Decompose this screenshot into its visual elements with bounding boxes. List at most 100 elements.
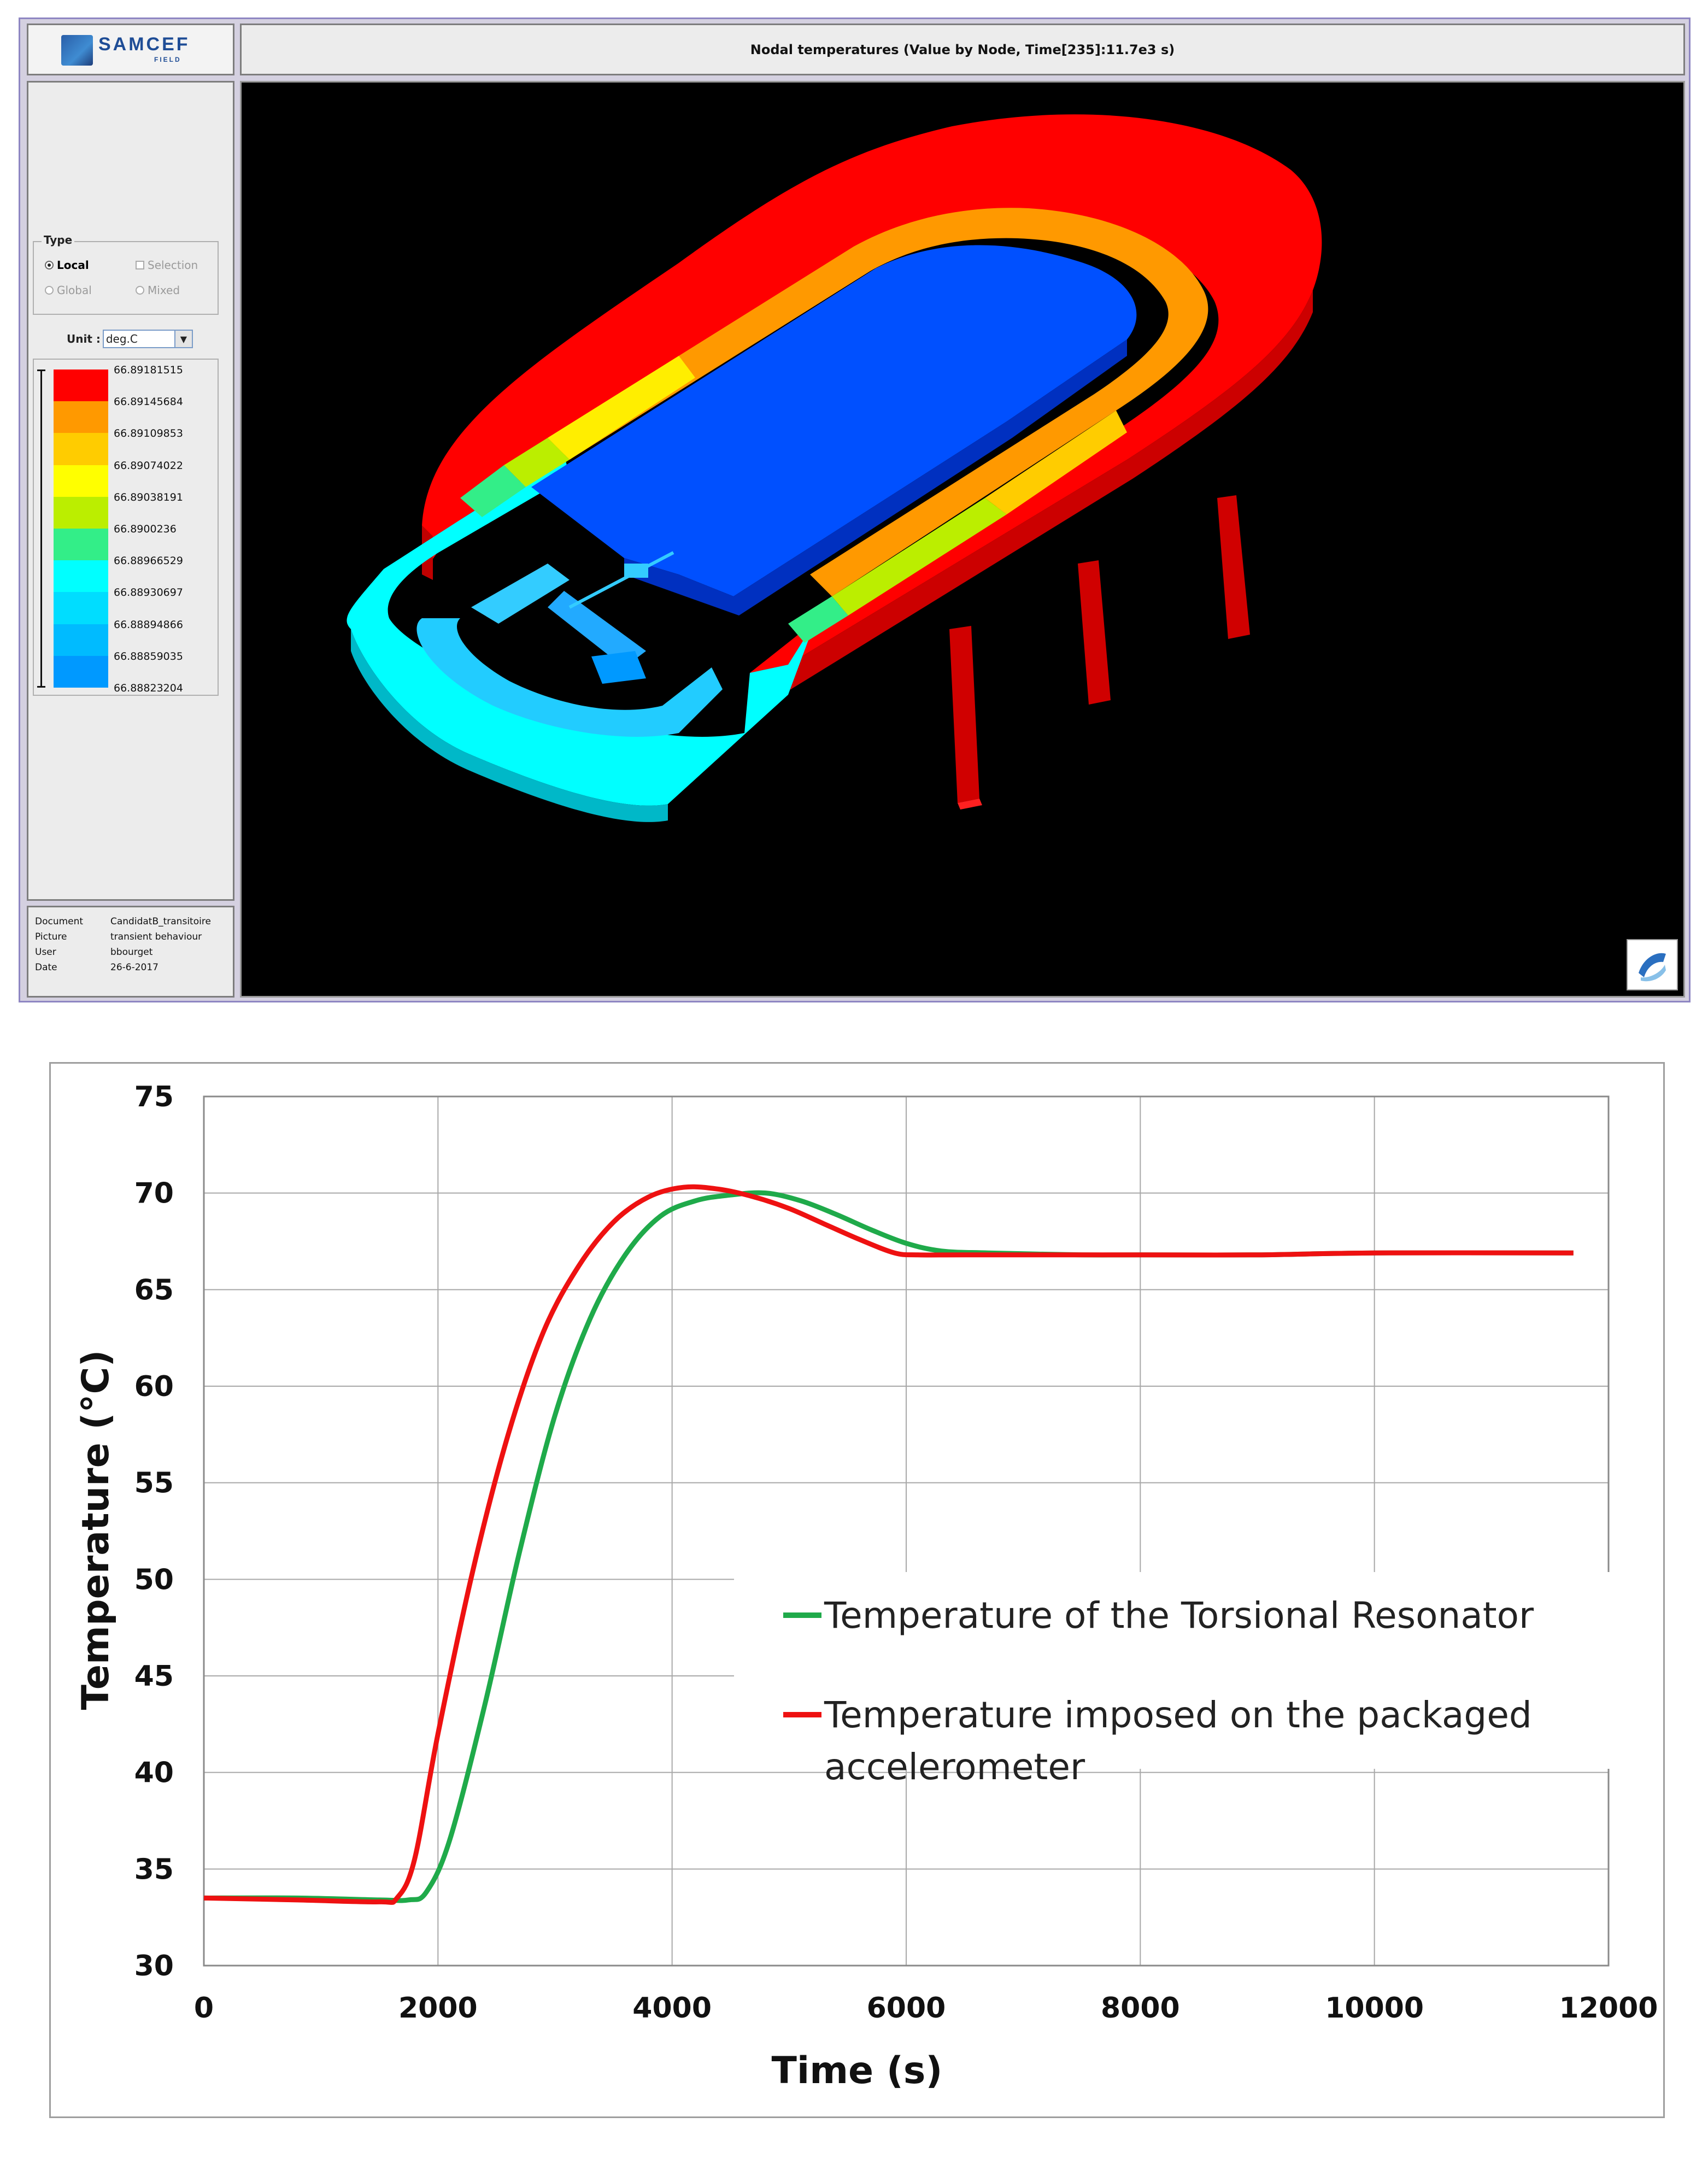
y-tick-label: 75 xyxy=(134,1081,174,1113)
legend-label-imposed-line2: accelerometer xyxy=(824,1746,1085,1788)
legend-swatch xyxy=(54,592,108,624)
legend-swatch xyxy=(54,465,108,497)
info-key: Picture xyxy=(35,931,67,942)
x-tick-label: 4000 xyxy=(632,1992,712,2025)
y-tick-label: 40 xyxy=(134,1757,174,1790)
info-value: transient behaviour xyxy=(110,931,202,942)
color-legend: 66.89181515 66.89145684 66.89109853 66.8907… xyxy=(33,359,219,696)
legend-value-label: 66.88930697 xyxy=(114,587,183,599)
chart-grid xyxy=(203,1095,1610,1967)
y-tick-label: 50 xyxy=(134,1563,174,1596)
legend-swatch xyxy=(54,496,108,529)
x-tick-label: 0 xyxy=(194,1992,214,2025)
proof-mass-plate xyxy=(531,245,1137,615)
type-mixed-option[interactable]: Mixed xyxy=(136,284,180,297)
plot-area-border xyxy=(203,1095,1610,1967)
chart-legend: Temperature of the Torsional Resonator T… xyxy=(734,1572,1636,1788)
chevron-down-icon[interactable]: ▼ xyxy=(174,331,192,347)
x-tick-label: 12000 xyxy=(1559,1992,1658,2025)
local-radio[interactable] xyxy=(45,261,54,269)
info-row: Date 26-6-2017 xyxy=(35,960,211,975)
global-label: Global xyxy=(57,284,92,297)
legend-color-bar xyxy=(54,370,108,688)
legend-range-bracket xyxy=(37,370,45,688)
y-axis-title: Temperature (°C) xyxy=(74,1350,118,1710)
y-tick-labels: 30 35 40 45 50 55 60 65 70 75 xyxy=(134,1081,174,1983)
samcef-corner-icon[interactable] xyxy=(1627,939,1678,990)
legend-value-label: 66.89038191 xyxy=(114,491,183,503)
y-tick-label: 55 xyxy=(134,1467,174,1500)
samcef-window: SAMCEF FIELD Nodal temperatures (Value b… xyxy=(19,17,1691,1002)
global-radio[interactable] xyxy=(45,286,54,295)
type-local-option[interactable]: Local xyxy=(45,259,89,272)
legend-background xyxy=(734,1572,1636,1769)
legend-value-label: 66.8900236 xyxy=(114,523,177,535)
legend-value-label: 66.88859035 xyxy=(114,650,183,662)
unit-label: Unit : xyxy=(67,332,101,345)
x-tick-label: 2000 xyxy=(398,1992,478,2025)
info-value: 26-6-2017 xyxy=(110,962,159,973)
y-tick-label: 70 xyxy=(134,1177,174,1210)
y-tick-label: 30 xyxy=(134,1950,174,1983)
info-row: Document CandidatB_transitoire xyxy=(35,914,211,929)
chart-series xyxy=(203,1184,1574,1905)
legend-swatch xyxy=(54,370,108,402)
unit-select[interactable]: deg.C ▼ xyxy=(102,330,193,348)
series-line-resonator xyxy=(203,1190,1574,1903)
legend-swatch xyxy=(54,624,108,656)
inner-frame-gradient xyxy=(460,208,1208,643)
view-title: Nodal temperatures (Value by Node, Time[… xyxy=(750,42,1175,57)
legend-value-label: 66.89145684 xyxy=(114,396,183,408)
legend-label-imposed: Temperature imposed on the packaged xyxy=(824,1694,1532,1736)
chart-svg: 30 35 40 45 50 55 60 65 70 75 0 2000 4000 6000 8000 10… xyxy=(74,1081,1658,2092)
fem-model-render xyxy=(347,114,1322,822)
logo-subtext: FIELD xyxy=(154,56,181,63)
legend-value-label: 66.88823204 xyxy=(114,682,183,694)
type-selection-option[interactable]: Selection xyxy=(136,259,198,272)
unit-row: Unit : deg.C ▼ xyxy=(67,330,193,348)
legend-swatch xyxy=(54,401,108,433)
selection-label: Selection xyxy=(148,259,198,272)
legend-swatch xyxy=(54,433,108,465)
document-info-panel: Document CandidatB_transitoire Picture tran… xyxy=(27,906,234,998)
type-global-option[interactable]: Global xyxy=(45,284,92,297)
y-tick-label: 35 xyxy=(134,1853,174,1886)
info-value: bbourget xyxy=(110,947,153,958)
type-group-label: Type xyxy=(42,233,75,247)
legend-value-label: 66.88894866 xyxy=(114,618,183,631)
y-tick-label: 60 xyxy=(134,1370,174,1403)
outer-frame-cool xyxy=(347,454,815,822)
info-key: Date xyxy=(35,962,57,973)
mixed-radio[interactable] xyxy=(136,286,144,295)
legend-label-resonator: Temperature of the Torsional Resonator xyxy=(824,1594,1534,1637)
selection-checkbox[interactable] xyxy=(136,261,144,269)
logo-panel: SAMCEF FIELD xyxy=(27,24,234,75)
legend-swatch xyxy=(54,655,108,688)
x-tick-label: 6000 xyxy=(867,1992,946,2025)
x-tick-label: 10000 xyxy=(1325,1992,1424,2025)
info-key: User xyxy=(35,947,56,958)
legend-value-label: 66.89074022 xyxy=(114,459,183,472)
torsional-resonator xyxy=(416,551,723,737)
mixed-label: Mixed xyxy=(148,284,180,297)
x-axis-title: Time (s) xyxy=(772,2049,943,2092)
local-label: Local xyxy=(57,259,89,272)
info-key: Document xyxy=(35,916,84,927)
legend-value-label: 66.89181515 xyxy=(114,364,183,376)
x-tick-labels: 0 2000 4000 6000 8000 10000 12000 xyxy=(194,1992,1658,2025)
samcef-logo-icon xyxy=(61,35,93,66)
unit-value: deg.C xyxy=(105,332,138,345)
legend-panel: Type Local Selection Global Mixed Unit :… xyxy=(27,81,234,901)
series-line-imposed xyxy=(203,1184,1574,1905)
legend-swatch xyxy=(54,528,108,561)
legend-value-label: 66.89109853 xyxy=(114,427,183,440)
legend-value-label: 66.88966529 xyxy=(114,555,183,567)
x-tick-label: 8000 xyxy=(1101,1992,1180,2025)
document-info: Document CandidatB_transitoire Picture tran… xyxy=(35,914,211,975)
samcef-logo: SAMCEF FIELD xyxy=(61,33,204,68)
y-tick-label: 65 xyxy=(134,1274,174,1306)
y-tick-label: 45 xyxy=(134,1660,174,1693)
3d-viewport[interactable] xyxy=(240,81,1685,998)
support-legs xyxy=(949,495,1250,810)
view-title-bar: Nodal temperatures (Value by Node, Time[… xyxy=(240,24,1685,75)
